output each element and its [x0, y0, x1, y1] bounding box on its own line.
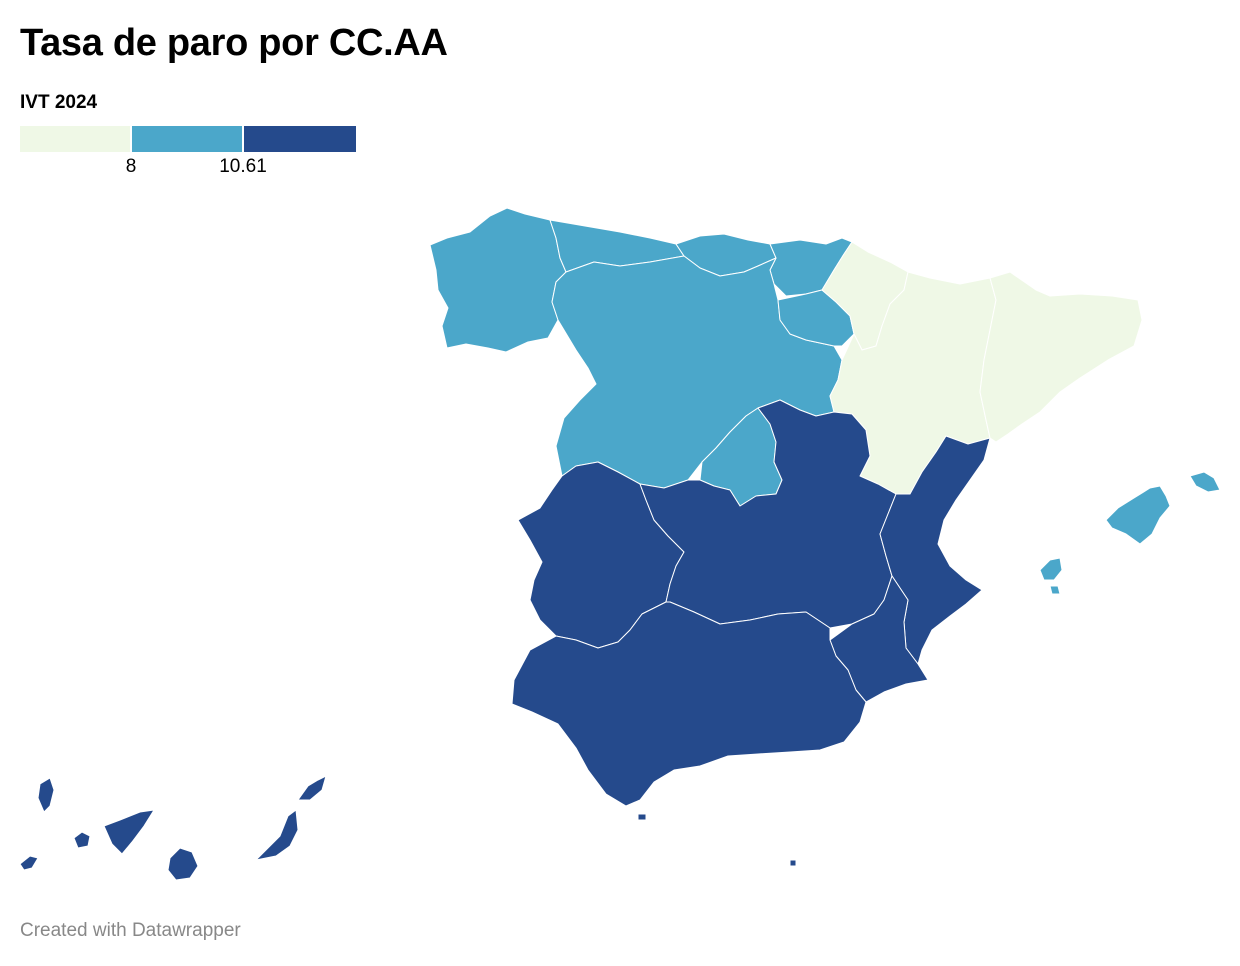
legend-tick-10-61: 10.61	[219, 156, 267, 177]
region-canarias-fuerteventura[interactable]	[255, 809, 299, 861]
region-canarias-tenerife[interactable]	[103, 809, 155, 855]
legend-title: IVT 2024	[20, 92, 98, 113]
legend-bin-mid	[132, 126, 242, 152]
legend-color-bar	[20, 126, 356, 152]
region-illes-balears-ibiza[interactable]	[1039, 557, 1063, 581]
region-canarias-lanzarote[interactable]	[297, 775, 327, 801]
legend-bin-low	[20, 126, 130, 152]
region-illes-balears-mallorca[interactable]	[1105, 485, 1171, 545]
chart-title: Tasa de paro por CC.AA	[20, 22, 448, 64]
region-canarias-gran-canaria[interactable]	[167, 847, 199, 881]
region-canarias-la-gomera[interactable]	[73, 831, 91, 849]
region-cataluna[interactable]	[979, 271, 1143, 443]
region-canarias-la-palma[interactable]	[37, 777, 55, 813]
region-illes-balears-menorca[interactable]	[1189, 471, 1221, 493]
region-melilla[interactable]	[789, 859, 797, 867]
footer-credit: Created with Datawrapper	[20, 920, 241, 941]
legend-tick-8: 8	[125, 156, 137, 177]
legend-bin-high	[244, 126, 356, 152]
legend: IVT 2024 8 10.61	[20, 92, 360, 182]
region-ceuta[interactable]	[637, 813, 647, 821]
region-la-rioja[interactable]	[777, 289, 855, 347]
region-canarias-el-hierro[interactable]	[19, 855, 39, 871]
region-illes-balears-formentera[interactable]	[1049, 585, 1061, 595]
region-galicia[interactable]	[429, 207, 567, 353]
region-andalucia[interactable]	[511, 601, 867, 807]
